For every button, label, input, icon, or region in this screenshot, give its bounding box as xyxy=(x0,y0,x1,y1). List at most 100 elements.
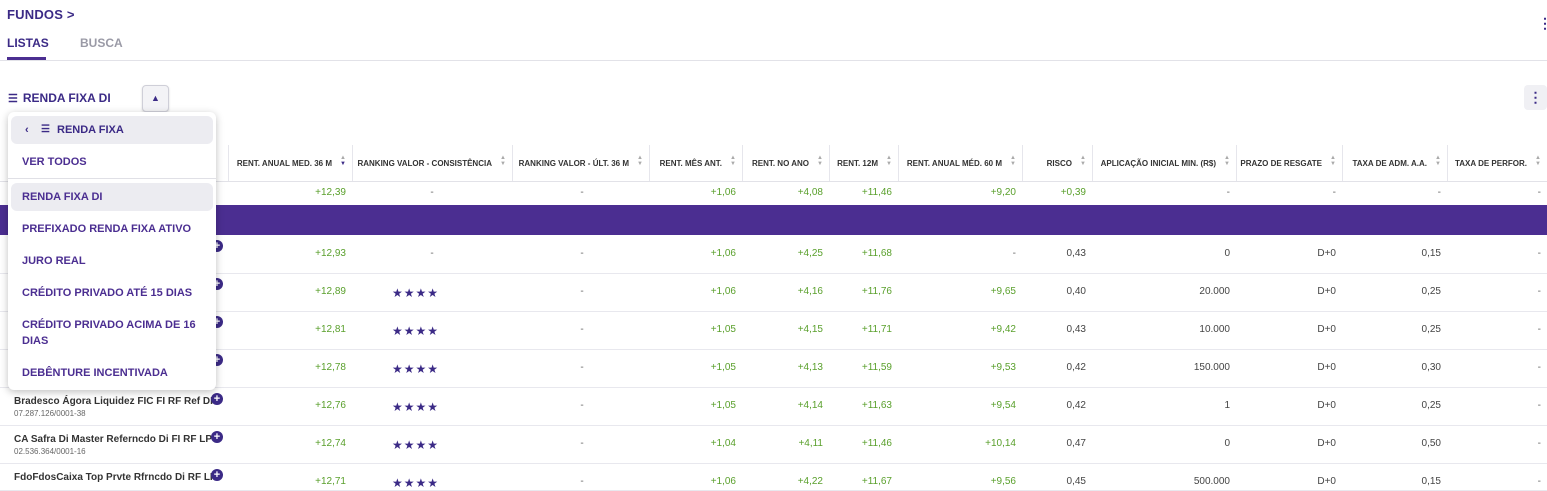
table-cell: ★★★★ xyxy=(392,324,440,338)
sort-icon[interactable]: ▲ ▼ xyxy=(637,155,643,167)
table-cell: +9,54 xyxy=(990,400,1016,411)
table-cell: - xyxy=(580,400,584,411)
table-cell: 0,43 xyxy=(1066,248,1086,259)
tab-busca[interactable]: BUSCA xyxy=(80,36,123,50)
table-cell: 150.000 xyxy=(1193,362,1230,373)
dropdown-item-credito-16[interactable]: CRÉDITO PRIVADO ACIMA DE 16 DIAS xyxy=(22,319,196,347)
column-header[interactable]: TAXA DE ADM. A.A. ▲ ▼ xyxy=(1342,145,1447,181)
fund-name[interactable]: Bradesco Ágora Liquidez FIC FI RF Ref DI xyxy=(14,396,213,407)
table-cell: +9,42 xyxy=(990,324,1016,335)
fund-cnpj: 07.287.126/0001-38 xyxy=(14,409,86,418)
table-cell: +11,46 xyxy=(861,438,892,449)
table-cell: - xyxy=(1537,400,1541,411)
table-cell: - xyxy=(580,187,584,198)
sort-icon[interactable]: ▲ ▼ xyxy=(1435,155,1441,167)
column-header-label: RANKING VALOR - ÚLT. 36 M xyxy=(518,158,629,168)
table-cell: +0,39 xyxy=(1060,187,1086,198)
table-cell: +10,14 xyxy=(985,438,1016,449)
table-row[interactable]: + +12,78 ★★★★ - +1,05 +4,13 +11,59 +9,53 0,42 150… xyxy=(0,349,1547,388)
column-header[interactable]: TAXA DE PERFOR. ▲ ▼ xyxy=(1447,145,1547,181)
table-cell: 0 xyxy=(1224,248,1230,259)
column-header-label: APLICAÇÃO INICIAL MIN. (R$) xyxy=(1100,158,1216,168)
table-cell: - xyxy=(1537,187,1541,198)
table-cell: - xyxy=(580,438,584,449)
table-cell: - xyxy=(1437,187,1441,198)
table-cell: - xyxy=(580,248,584,259)
dropdown-item-debenture[interactable]: DEBÊNTURE INCENTIVADA xyxy=(22,367,168,379)
dropdown-item-credito-15[interactable]: CRÉDITO PRIVADO ATÉ 15 DIAS xyxy=(22,287,193,299)
sort-icon[interactable]: ▲ ▼ xyxy=(1330,155,1336,167)
table-cell: 0,25 xyxy=(1421,400,1441,411)
table-cell: ★★★★ xyxy=(392,362,440,376)
summary-row: +12,39 - - +1,06 +4,08 +11,46 +9,20 +0,39 - - - - xyxy=(0,181,1547,206)
dropdown-item-juro-real[interactable]: JURO REAL xyxy=(22,255,86,267)
table-cell: +9,65 xyxy=(990,286,1016,297)
table-row[interactable]: CA Safra Di Master Referncdo Di FI RF LP… xyxy=(0,425,1547,464)
dropdown-item-renda-fixa-di[interactable]: RENDA FIXA DI xyxy=(22,191,103,203)
selected-item-highlight xyxy=(11,183,213,211)
category-dropdown: ‹ ☰ RENDA FIXA VER TODOS RENDA FIXA DI P… xyxy=(8,112,216,390)
tab-listas[interactable]: LISTAS xyxy=(7,36,49,50)
highlight-band xyxy=(0,205,1547,235)
column-header[interactable]: RENT. 12M ▲ ▼ xyxy=(829,145,898,181)
sort-icon[interactable]: ▲ ▼ xyxy=(1535,155,1541,167)
column-header[interactable]: RISCO ▲ ▼ xyxy=(1022,145,1092,181)
column-header[interactable]: RENT. ANUAL MÉD. 60 M ▲ ▼ xyxy=(898,145,1022,181)
sort-icon[interactable]: ▲ ▼ xyxy=(500,155,506,167)
add-fund-icon[interactable]: + xyxy=(211,393,223,405)
table-cell: +4,13 xyxy=(797,362,823,373)
table-header: RENT. ANUAL MED. 36 M ▲ ▼ RANKING VALOR - C… xyxy=(0,145,1547,182)
fund-name[interactable]: CA Safra Di Master Referncdo Di FI RF LP xyxy=(14,434,212,445)
add-fund-icon[interactable]: + xyxy=(211,469,223,481)
column-header[interactable]: RENT. NO ANO ▲ ▼ xyxy=(742,145,829,181)
dropdown-item-ver-todos[interactable]: VER TODOS xyxy=(22,156,87,168)
column-header[interactable]: RANKING VALOR - ÚLT. 36 M ▲ ▼ xyxy=(512,145,649,181)
table-cell: 0,47 xyxy=(1066,438,1086,449)
column-header-label: PRAZO DE RESGATE xyxy=(1240,158,1322,168)
table-cell: 10.000 xyxy=(1199,324,1230,335)
table-options-button[interactable]: ⋮ xyxy=(1524,85,1547,110)
table-cell: +12,74 xyxy=(315,438,346,449)
back-to-renda-fixa[interactable]: ‹ ☰ RENDA FIXA xyxy=(11,116,213,144)
list-selector[interactable]: ☰ RENDA FIXA DI xyxy=(8,91,111,105)
table-cell: 0,30 xyxy=(1421,362,1441,373)
table-cell: +9,53 xyxy=(990,362,1016,373)
table-cell: 0,15 xyxy=(1421,248,1441,259)
column-header[interactable]: PRAZO DE RESGATE ▲ ▼ xyxy=(1236,145,1342,181)
table-cell: +4,16 xyxy=(797,286,823,297)
table-cell: 0,43 xyxy=(1066,324,1086,335)
add-fund-icon[interactable]: + xyxy=(211,431,223,443)
table-cell: D+0 xyxy=(1317,476,1336,487)
column-header[interactable]: APLICAÇÃO INICIAL MIN. (R$) ▲ ▼ xyxy=(1092,145,1236,181)
sort-icon[interactable]: ▲ ▼ xyxy=(886,155,892,167)
collapse-list-button[interactable]: ▲ xyxy=(142,85,169,112)
table-row[interactable]: + +12,81 ★★★★ - +1,05 +4,15 +11,71 +9,42 0,43 10.… xyxy=(0,311,1547,350)
breadcrumb[interactable]: FUNDOS > xyxy=(7,7,75,22)
sort-icon[interactable]: ▲ ▼ xyxy=(1224,155,1230,167)
table-row[interactable]: + +12,89 ★★★★ - +1,06 +4,16 +11,76 +9,65 0,40 20.… xyxy=(0,273,1547,312)
sort-icon[interactable]: ▲ ▼ xyxy=(1010,155,1016,167)
table-cell: +4,11 xyxy=(798,438,823,449)
column-header-label: RENT. NO ANO xyxy=(751,158,809,168)
table-cell: - xyxy=(580,324,584,335)
table-row[interactable]: FdoFdosCaixa Top Prvte Rfrncdo Di RF LP +… xyxy=(0,463,1547,491)
sort-icon[interactable]: ▲ ▼ xyxy=(1080,155,1086,167)
column-header[interactable]: RENT. MÊS ANT. ▲ ▼ xyxy=(649,145,742,181)
column-header[interactable]: RENT. ANUAL MED. 36 M ▲ ▼ xyxy=(228,145,352,181)
sort-icon[interactable]: ▲ ▼ xyxy=(730,155,736,167)
table-cell: +4,08 xyxy=(797,187,823,198)
table-cell: ★★★★ xyxy=(392,286,440,300)
fund-name[interactable]: FdoFdosCaixa Top Prvte Rfrncdo Di RF LP xyxy=(14,472,217,483)
column-header[interactable]: RANKING VALOR - CONSISTÊNCIA ▲ ▼ xyxy=(352,145,512,181)
dropdown-item-prefixado[interactable]: PREFIXADO RENDA FIXA ATIVO xyxy=(22,223,192,235)
table-cell: - xyxy=(1012,248,1016,259)
table-row[interactable]: Bradesco Ágora Liquidez FIC FI RF Ref DI… xyxy=(0,387,1547,426)
table-cell: +1,05 xyxy=(710,324,736,335)
table-cell: +12,81 xyxy=(315,324,346,335)
table-row[interactable]: + +12,93- - +1,06 +4,25 +11,68-0,43 0 D+0 0,15- xyxy=(0,235,1547,274)
sort-icon[interactable]: ▲ ▼ xyxy=(340,155,346,167)
table-cell: +11,68 xyxy=(861,248,892,259)
more-options-icon[interactable]: ⋮ xyxy=(1538,15,1547,31)
table-cell: +11,46 xyxy=(861,187,892,198)
sort-icon[interactable]: ▲ ▼ xyxy=(817,155,823,167)
